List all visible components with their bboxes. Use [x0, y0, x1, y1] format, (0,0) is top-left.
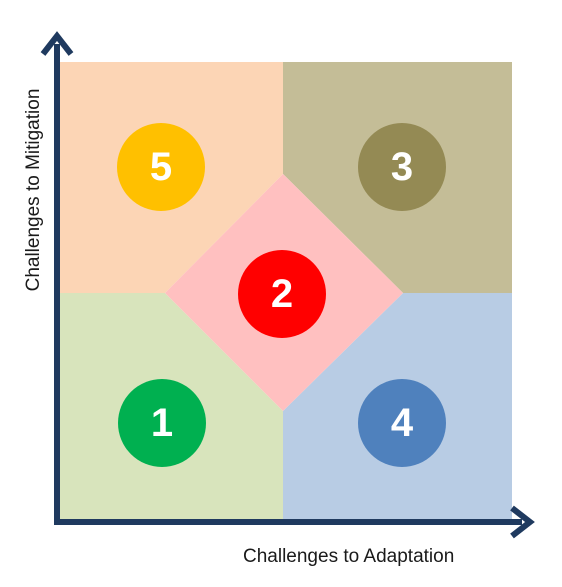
y-axis-label: Challenges to Mitigation — [23, 89, 45, 292]
label-5: 5 — [150, 145, 172, 189]
label-3: 3 — [391, 145, 413, 189]
x-axis-label: Challenges to Adaptation — [243, 546, 454, 568]
label-4: 4 — [391, 401, 414, 445]
label-1: 1 — [151, 401, 173, 445]
label-2: 2 — [271, 272, 293, 316]
